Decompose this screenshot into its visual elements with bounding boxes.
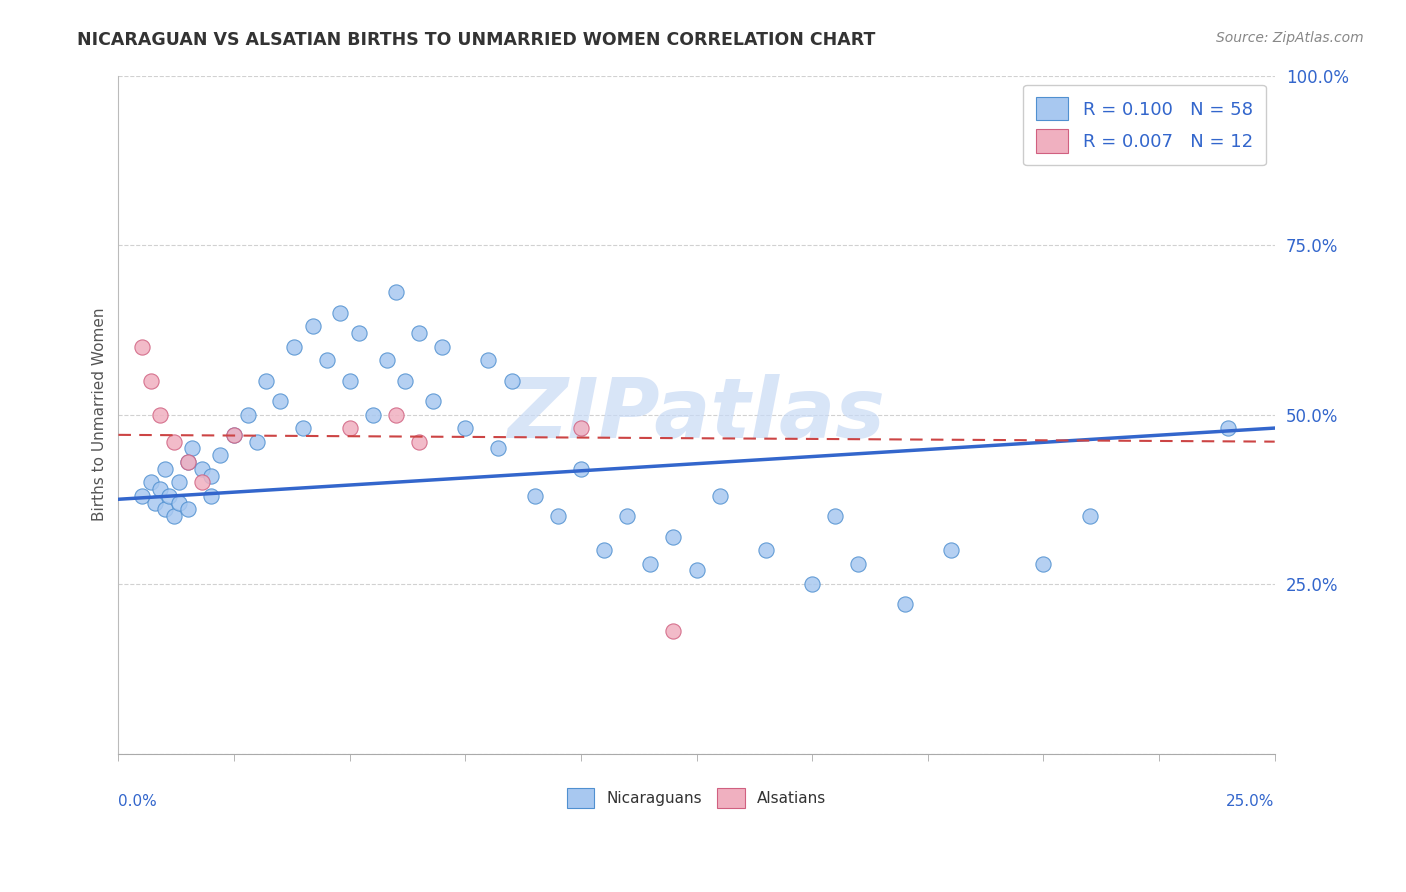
Point xyxy=(375,353,398,368)
Point xyxy=(848,557,870,571)
Point xyxy=(523,489,546,503)
Point xyxy=(640,557,662,571)
Point xyxy=(616,509,638,524)
Point xyxy=(131,489,153,503)
Point xyxy=(1078,509,1101,524)
Text: 0.0%: 0.0% xyxy=(118,794,157,809)
Point xyxy=(408,326,430,340)
Point xyxy=(283,340,305,354)
Text: NICARAGUAN VS ALSATIAN BIRTHS TO UNMARRIED WOMEN CORRELATION CHART: NICARAGUAN VS ALSATIAN BIRTHS TO UNMARRI… xyxy=(77,31,876,49)
Point xyxy=(893,598,915,612)
Point xyxy=(167,496,190,510)
Point xyxy=(662,530,685,544)
Point xyxy=(200,489,222,503)
Point xyxy=(801,577,824,591)
Point xyxy=(1032,557,1054,571)
Point xyxy=(167,475,190,490)
Text: Source: ZipAtlas.com: Source: ZipAtlas.com xyxy=(1216,31,1364,45)
Point xyxy=(177,502,200,516)
Point xyxy=(755,543,778,558)
Point xyxy=(190,462,212,476)
Point xyxy=(149,408,172,422)
Point xyxy=(662,624,685,639)
Point xyxy=(181,442,204,456)
Point xyxy=(709,489,731,503)
Point xyxy=(209,448,232,462)
Point xyxy=(153,502,176,516)
Point xyxy=(329,306,352,320)
Point xyxy=(347,326,370,340)
Point xyxy=(222,428,245,442)
Point xyxy=(149,482,172,496)
Point xyxy=(569,462,592,476)
Text: 25.0%: 25.0% xyxy=(1226,794,1275,809)
Point xyxy=(422,394,444,409)
Point xyxy=(339,374,361,388)
Point xyxy=(339,421,361,435)
Point xyxy=(157,489,180,503)
Point xyxy=(569,421,592,435)
Point xyxy=(246,434,269,449)
Point xyxy=(486,442,509,456)
Point xyxy=(163,509,186,524)
Point xyxy=(256,374,278,388)
Point xyxy=(139,475,162,490)
Point xyxy=(685,564,707,578)
Point xyxy=(269,394,291,409)
Y-axis label: Births to Unmarried Women: Births to Unmarried Women xyxy=(93,308,107,521)
Point xyxy=(454,421,477,435)
Point xyxy=(394,374,416,388)
Point xyxy=(222,428,245,442)
Point xyxy=(385,408,408,422)
Point xyxy=(593,543,616,558)
Point xyxy=(139,374,162,388)
Point xyxy=(236,408,259,422)
Point xyxy=(177,455,200,469)
Legend: Nicaraguans, Alsatians: Nicaraguans, Alsatians xyxy=(561,781,832,814)
Point xyxy=(501,374,523,388)
Point xyxy=(939,543,962,558)
Point xyxy=(200,468,222,483)
Point xyxy=(477,353,499,368)
Point xyxy=(315,353,337,368)
Point xyxy=(385,285,408,300)
Point xyxy=(131,340,153,354)
Point xyxy=(301,319,323,334)
Point xyxy=(153,462,176,476)
Point xyxy=(190,475,212,490)
Point xyxy=(177,455,200,469)
Point xyxy=(1218,421,1240,435)
Point xyxy=(292,421,315,435)
Point xyxy=(547,509,569,524)
Point xyxy=(163,434,186,449)
Point xyxy=(432,340,454,354)
Point xyxy=(408,434,430,449)
Text: ZIPatlas: ZIPatlas xyxy=(508,374,886,455)
Point xyxy=(361,408,384,422)
Point xyxy=(145,496,167,510)
Point xyxy=(824,509,846,524)
